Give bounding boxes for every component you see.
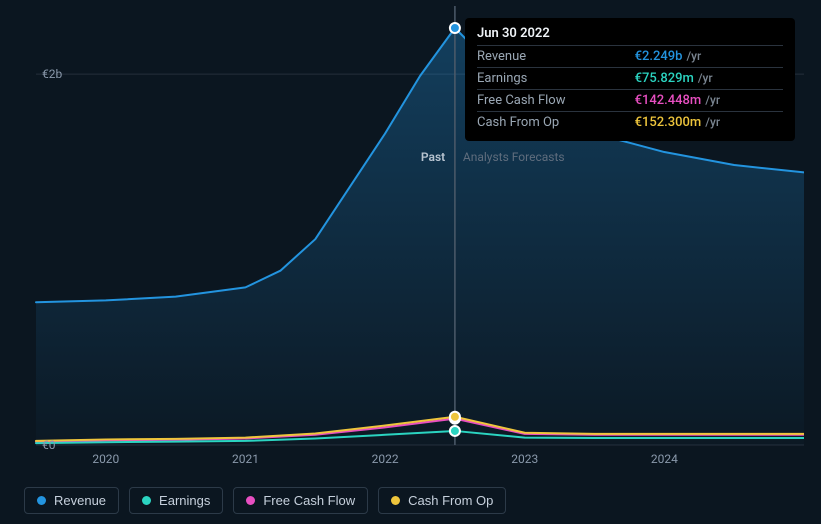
legend-item-label: Earnings: [159, 493, 210, 508]
y-axis-label: €2b: [42, 67, 62, 81]
x-axis-label: 2023: [511, 452, 538, 466]
legend-item-cash-from-op[interactable]: Cash From Op: [378, 487, 506, 514]
legend: Revenue Earnings Free Cash Flow Cash From O…: [24, 487, 506, 514]
tooltip-row: Cash From Op€152.300m/yr: [477, 112, 783, 134]
past-label: Past: [421, 150, 445, 164]
tooltip-row-value: €152.300m/yr: [623, 112, 783, 134]
legend-item-free-cash-flow[interactable]: Free Cash Flow: [233, 487, 368, 514]
tooltip-row: Revenue€2.249b/yr: [477, 46, 783, 68]
tooltip-row-label: Revenue: [477, 46, 623, 68]
tooltip-row-value: €75.829m/yr: [623, 68, 783, 90]
legend-item-label: Cash From Op: [408, 493, 493, 508]
tooltip-row-label: Cash From Op: [477, 112, 623, 134]
tooltip-title: Jun 30 2022: [477, 26, 783, 41]
tooltip-row: Earnings€75.829m/yr: [477, 68, 783, 90]
legend-item-revenue[interactable]: Revenue: [24, 487, 119, 514]
legend-dot-icon: [142, 496, 151, 505]
legend-dot-icon: [37, 496, 46, 505]
tooltip-row-label: Earnings: [477, 68, 623, 90]
legend-item-earnings[interactable]: Earnings: [129, 487, 223, 514]
tooltip-row-label: Free Cash Flow: [477, 90, 623, 112]
tooltip-table: Revenue€2.249b/yrEarnings€75.829m/yrFree…: [477, 45, 783, 133]
y-axis-label: €0: [42, 438, 56, 452]
tooltip-row: Free Cash Flow€142.448m/yr: [477, 90, 783, 112]
x-axis-label: 2020: [92, 452, 119, 466]
tooltip-row-value: €2.249b/yr: [623, 46, 783, 68]
tooltip-row-value: €142.448m/yr: [623, 90, 783, 112]
legend-item-label: Free Cash Flow: [263, 493, 355, 508]
hover-tooltip: Jun 30 2022 Revenue€2.249b/yrEarnings€75…: [465, 18, 795, 141]
legend-dot-icon: [246, 496, 255, 505]
forecast-label: Analysts Forecasts: [463, 150, 565, 164]
legend-dot-icon: [391, 496, 400, 505]
x-axis-label: 2021: [232, 452, 259, 466]
x-axis-label: 2022: [372, 452, 399, 466]
legend-item-label: Revenue: [54, 493, 106, 508]
x-axis-label: 2024: [651, 452, 678, 466]
